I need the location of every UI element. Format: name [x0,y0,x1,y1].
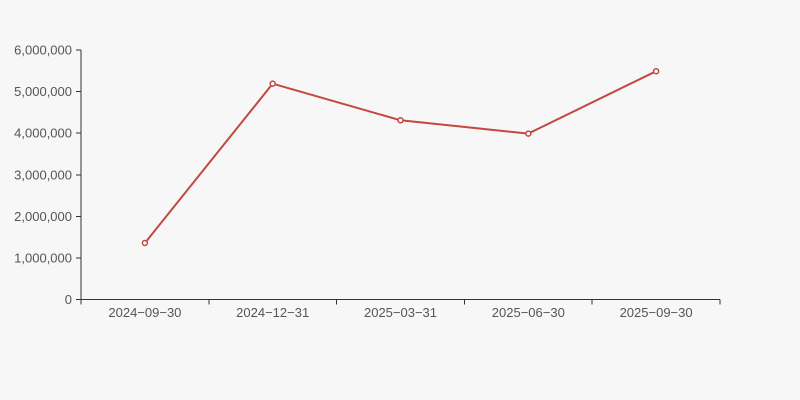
data-point-marker [652,67,660,75]
y-axis-tick-label: 4,000,000 [14,126,72,141]
x-axis-tick-label: 2024−09−30 [108,305,181,320]
data-point-marker [397,117,404,124]
y-axis-tick-label: 5,000,000 [14,84,72,99]
y-axis-tick-label: 6,000,000 [14,43,72,58]
data-point-marker [525,130,532,137]
series-line [143,70,658,244]
y-axis-tick-label: 3,000,000 [14,167,72,182]
y-axis-tick-label: 2,000,000 [14,209,72,224]
data-point-marker [269,80,276,87]
x-axis-tick-label: 2024−12−31 [236,305,309,320]
x-axis-tick-label: 2025−03−31 [364,305,437,320]
y-axis-tick-label: 1,000,000 [14,250,72,265]
data-point-marker [141,239,149,247]
x-axis-tick-label: 2025−06−30 [492,305,565,320]
y-axis-tick-label: 0 [65,292,72,307]
x-axis-tick-label: 2025−09−30 [620,305,693,320]
